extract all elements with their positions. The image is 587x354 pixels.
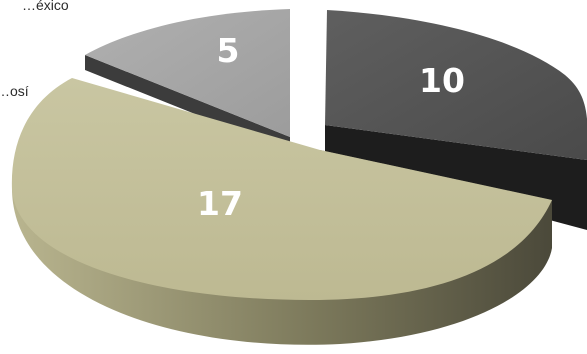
legend-label-mexico: …éxico (22, 0, 69, 13)
slice-label-10: 10 (419, 61, 465, 100)
legend-label-potosi: …osí (0, 83, 29, 99)
pie-slice-5-top (85, 9, 290, 137)
slice-label-5: 5 (217, 31, 240, 70)
pie-slice-10-top (325, 10, 587, 160)
pie-slice-17 (11, 78, 552, 345)
pie-slice-17-top (11, 78, 552, 300)
slice-label-17: 17 (197, 184, 243, 223)
